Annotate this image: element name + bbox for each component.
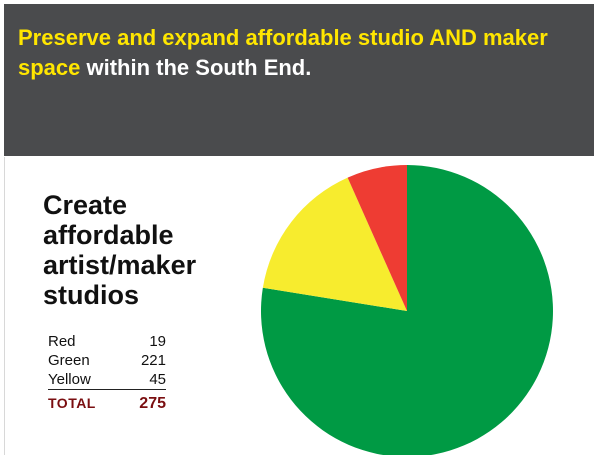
legend-row-green: Green 221 [48,351,166,370]
legend-table: Red 19 Green 221 Yellow 45 TOTAL 275 [48,332,166,414]
chart-panel: Create affordable artist/maker studios R… [4,157,594,455]
legend-total-value: 275 [123,389,166,414]
panel-title: Create affordable artist/maker studios [43,190,197,310]
legend-row-red: Red 19 [48,332,166,351]
header-text: Preserve and expand affordable studio AN… [18,23,588,83]
pie-slice-yellow [262,177,407,311]
pie-chart [261,165,553,455]
legend-label-yellow: Yellow [48,371,91,388]
legend-value-yellow: 45 [149,371,166,388]
legend-label-red: Red [48,333,76,350]
header-banner: Preserve and expand affordable studio AN… [4,4,594,156]
header-rest: within the South End. [80,55,312,80]
legend-total-label: TOTAL [48,389,124,414]
legend-row-yellow: Yellow 45 [48,370,166,390]
legend-label-green: Green [48,352,90,369]
pie-slice-green [261,165,553,455]
header-highlight-2: maker space [18,25,548,80]
legend-row-total: TOTAL 275 [48,389,166,414]
legend-value-green: 221 [140,352,166,369]
header-highlight-1: Preserve and expand affordable studio AN… [18,25,477,50]
legend-value-red: 19 [149,333,166,350]
pie-slice-red [347,165,407,311]
